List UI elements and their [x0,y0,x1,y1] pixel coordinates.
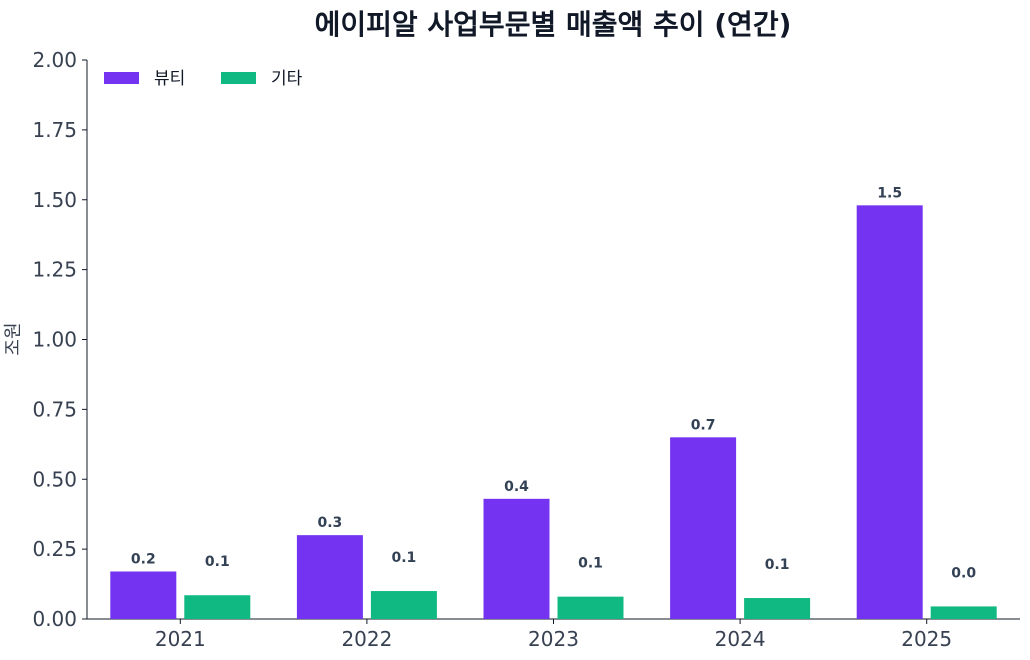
value-label: 0.7 [691,417,716,433]
value-label: 0.4 [504,479,529,495]
chart-title: 에이피알 사업부문별 매출액 추이 (연간) [315,8,792,41]
legend-label: 기타 [271,69,303,89]
legend-label: 뷰티 [154,69,185,89]
bar-뷰티-2021 [110,571,177,619]
bar-기타-2025 [930,606,997,619]
bar-뷰티-2024 [670,437,737,619]
y-tick-label: 1.25 [32,258,77,282]
bar-뷰티-2023 [483,498,550,619]
x-tick-label: 2022 [341,627,392,651]
legend-swatch [104,72,139,84]
y-tick-label: 0.75 [32,397,77,421]
value-label: 0.1 [391,550,416,566]
value-label: 0.0 [951,565,976,581]
y-ticks: 0.00 0.25 0.50 0.75 1.00 1.25 1.50 1.75 2.00 [32,48,87,631]
y-tick-label: 0.00 [32,607,77,631]
bars [110,205,997,619]
legend: 뷰티 기타 [104,69,303,89]
x-ticks: 2021 2022 2023 2024 2025 [155,619,952,651]
x-tick-label: 2023 [528,627,579,651]
x-tick-label: 2021 [155,627,206,651]
x-tick-label: 2025 [901,627,952,651]
y-tick-label: 1.50 [32,188,77,212]
legend-swatch [221,72,256,84]
bar-기타-2022 [370,591,437,619]
y-tick-label: 1.75 [32,118,77,142]
y-axis-label: 조원 [3,322,24,355]
value-label: 0.1 [765,557,790,573]
y-tick-label: 0.50 [32,467,77,491]
bar-뷰티-2025 [856,205,923,619]
y-tick-label: 0.25 [32,537,77,561]
y-tick-label: 1.00 [32,328,77,352]
axes: 0.00 0.25 0.50 0.75 1.00 1.25 1.50 1.75 2.00 202… [3,48,1020,651]
value-labels: 0.2 0.1 0.3 0.1 0.4 0.1 0.7 0.1 1.5 0.0 [131,185,976,581]
bar-기타-2024 [744,598,811,619]
title-layer: 에이피알 사업부문별 매출액 추이 (연간) [315,8,792,41]
value-label: 1.5 [877,185,902,201]
value-label: 0.1 [578,556,603,572]
bar-기타-2021 [184,595,251,619]
y-tick-label: 2.00 [32,48,77,72]
value-label: 0.3 [317,515,342,531]
value-label: 0.2 [131,551,156,567]
x-tick-label: 2024 [715,627,766,651]
bar-뷰티-2022 [296,535,363,619]
bar-기타-2023 [557,596,624,619]
value-label: 0.1 [205,554,230,570]
